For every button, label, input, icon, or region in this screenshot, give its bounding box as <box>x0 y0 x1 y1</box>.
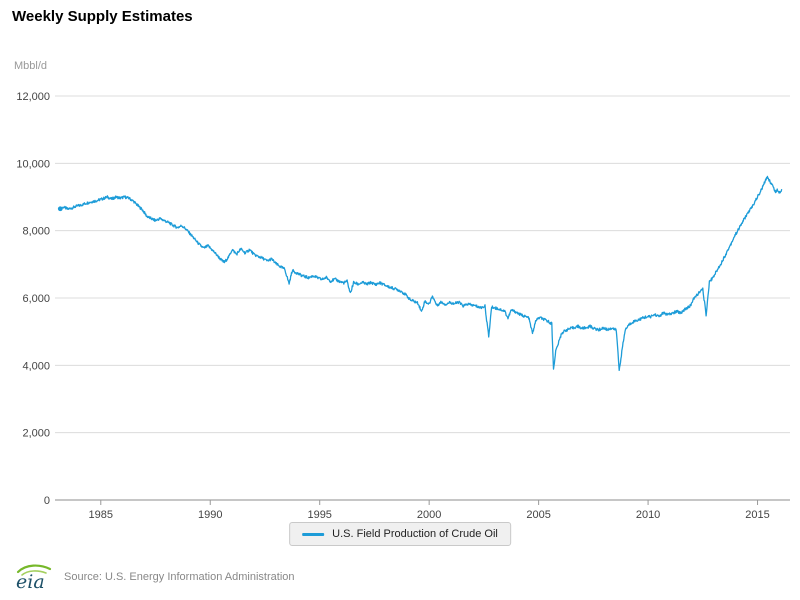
svg-text:2000: 2000 <box>417 509 441 521</box>
svg-text:4,000: 4,000 <box>22 360 50 372</box>
svg-text:1995: 1995 <box>307 509 331 521</box>
svg-text:1990: 1990 <box>198 509 222 521</box>
page-title: Weekly Supply Estimates <box>12 8 193 25</box>
svg-text:8,000: 8,000 <box>22 226 50 238</box>
svg-text:2005: 2005 <box>526 509 550 521</box>
legend-label: U.S. Field Production of Crude Oil <box>332 528 498 540</box>
svg-text:2,000: 2,000 <box>22 428 50 440</box>
svg-text:1985: 1985 <box>89 509 113 521</box>
legend-line-swatch <box>302 532 325 536</box>
eia-logo-text: eia <box>16 571 45 592</box>
footer: eia Source: U.S. Energy Information Admi… <box>10 562 295 592</box>
svg-text:0: 0 <box>44 495 50 507</box>
source-text: Source: U.S. Energy Information Administ… <box>64 571 295 583</box>
svg-text:2015: 2015 <box>745 509 769 521</box>
weekly-supply-line-chart: 0 2,000 4,000 6,000 8,000 10,000 12,000 1985 199… <box>16 91 790 521</box>
svg-text:10,000: 10,000 <box>16 158 50 170</box>
svg-text:12,000: 12,000 <box>16 91 50 103</box>
y-axis-unit-label: Mbbl/d <box>14 60 48 72</box>
svg-text:6,000: 6,000 <box>22 293 50 305</box>
svg-text:2010: 2010 <box>636 509 660 521</box>
eia-logo[interactable]: eia <box>10 562 56 592</box>
legend[interactable]: U.S. Field Production of Crude Oil <box>289 522 511 546</box>
